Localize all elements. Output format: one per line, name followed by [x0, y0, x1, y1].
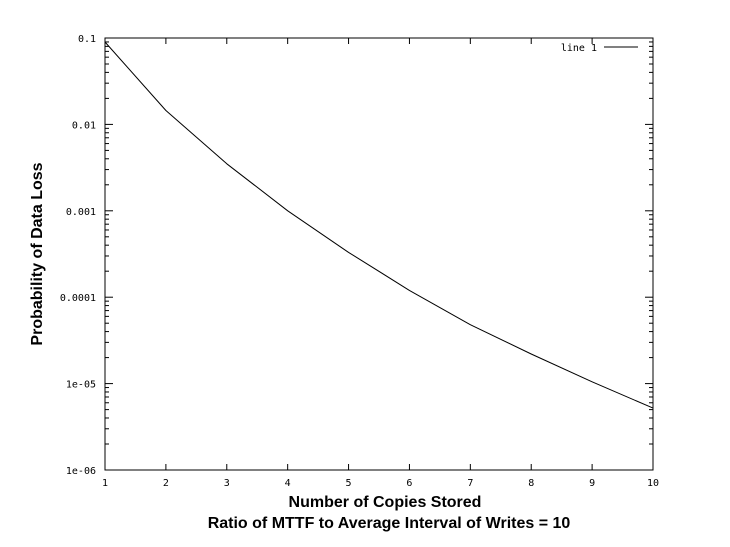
- y-axis-title: Probability of Data Loss: [29, 162, 46, 345]
- axis-ticks: [104, 37, 654, 471]
- x-tick-label: 9: [589, 478, 595, 489]
- x-tick-label: 10: [647, 478, 659, 489]
- x-tick-label: 5: [346, 478, 352, 489]
- legend: line 1: [561, 43, 638, 54]
- y-tick-label: 0.001: [66, 207, 96, 218]
- x-tick-label: 3: [224, 478, 230, 489]
- x-tick-label: 6: [406, 478, 412, 489]
- x-axis-title: Number of Copies Stored: [289, 494, 482, 511]
- y-tick-label: 0.1: [78, 34, 96, 45]
- series-layer: [104, 41, 654, 409]
- y-tick-label: 0.0001: [60, 293, 96, 304]
- x-axis-subtitle: Ratio of MTTF to Average Interval of Wri…: [208, 515, 571, 532]
- x-tick-label: 2: [163, 478, 169, 489]
- plot-frame: [104, 37, 654, 471]
- x-tick-label: 8: [528, 478, 534, 489]
- y-tick-label: 0.01: [72, 120, 96, 131]
- y-tick-label: 1e-06: [66, 466, 96, 477]
- axis-tick-labels: 1 2 3 4 5 6 7 8 9 10 1e-06 1e-05 0.0001 0.001 0.01 0.1: [60, 34, 659, 489]
- legend-label: line 1: [561, 43, 597, 54]
- series-line-1: [104, 41, 654, 409]
- x-tick-label: 1: [102, 478, 108, 489]
- y-tick-label: 1e-05: [66, 380, 96, 391]
- x-tick-label: 7: [467, 478, 473, 489]
- x-tick-label: 4: [285, 478, 291, 489]
